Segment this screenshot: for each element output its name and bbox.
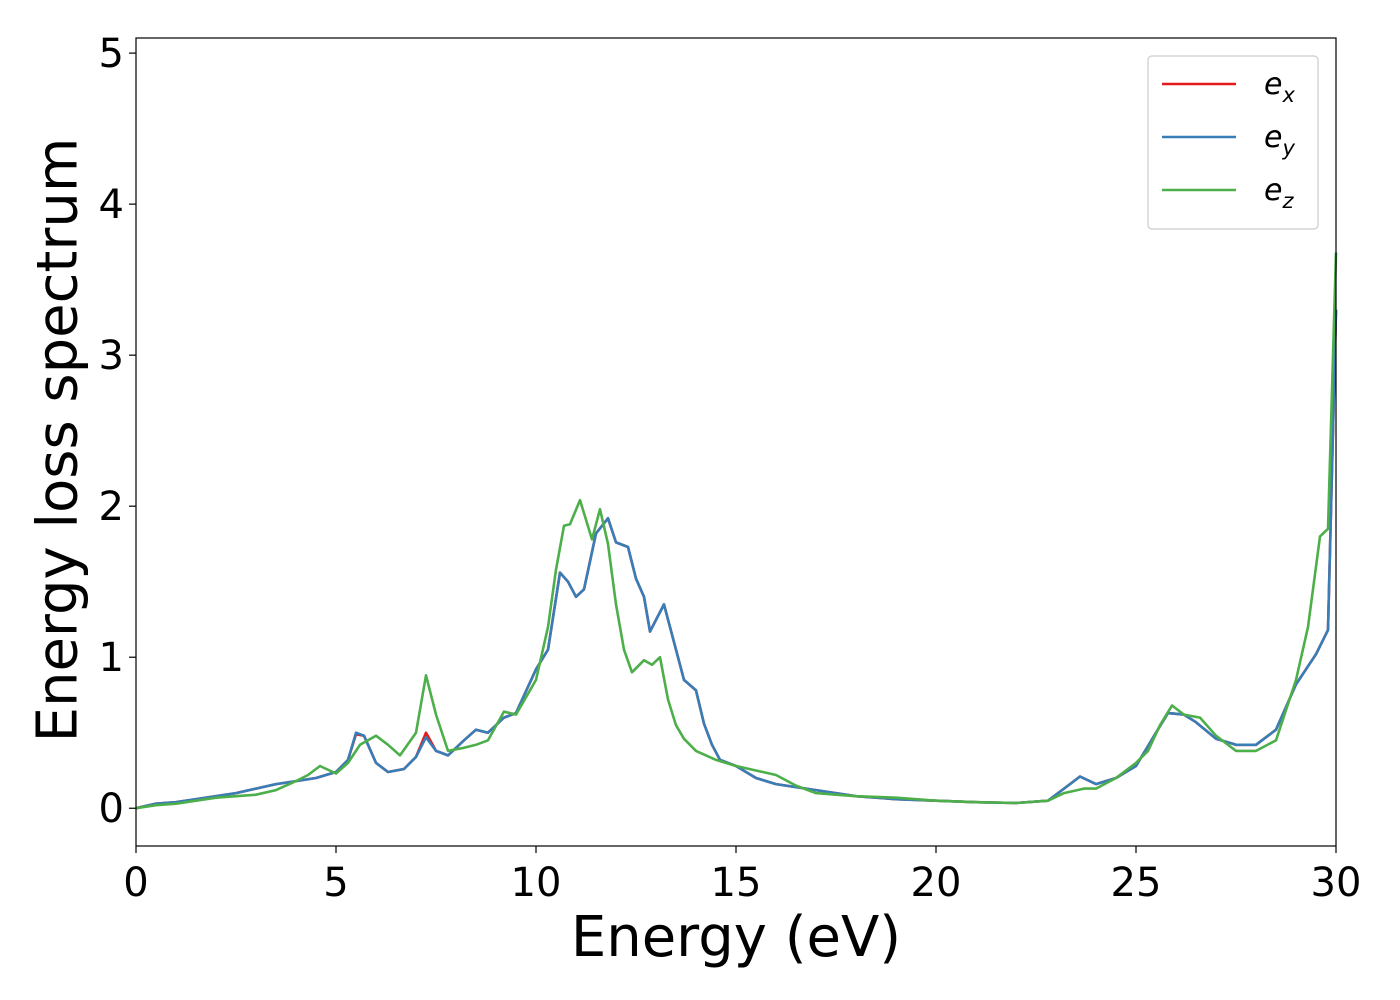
x-tick-label: 15	[711, 860, 762, 906]
y-tick-label: 4	[99, 182, 124, 228]
y-tick-label: 3	[99, 333, 124, 379]
x-tick-label: 10	[511, 860, 562, 906]
y-tick-label: 5	[99, 31, 124, 77]
series-line-ey	[135, 309, 1338, 810]
legend-label-subscript: x	[1281, 83, 1295, 107]
x-tick-label: 30	[1311, 860, 1362, 906]
series-line-ez	[135, 252, 1338, 810]
legend-label-subscript: z	[1281, 189, 1294, 213]
y-tick-label: 1	[99, 635, 124, 681]
legend-label-ez: ez	[1264, 173, 1294, 213]
y-tick-label: 0	[99, 786, 124, 832]
legend-label-base: e	[1264, 120, 1282, 155]
legend-label-ex: ex	[1264, 67, 1295, 107]
legend-label-base: e	[1264, 67, 1282, 102]
plot-lines	[135, 252, 1338, 810]
x-tick-label: 20	[911, 860, 962, 906]
legend-label-base: e	[1264, 173, 1282, 208]
legend-label-ey: ey	[1264, 120, 1295, 160]
x-axis-label: Energy (eV)	[571, 905, 901, 970]
legend-box	[1147, 55, 1319, 230]
x-tick-label: 25	[1111, 860, 1162, 906]
y-axis-ticks: 0 1 2 3 4 5	[99, 31, 136, 832]
y-tick-label: 2	[99, 484, 124, 530]
legend-label-subscript: y	[1281, 136, 1295, 160]
x-tick-label: 5	[323, 860, 348, 906]
x-tick-label: 0	[123, 860, 148, 906]
y-axis-label: Energy loss spectrum	[26, 138, 91, 743]
x-axis-ticks: 0 5 10 15 20 25 30	[123, 846, 1361, 906]
